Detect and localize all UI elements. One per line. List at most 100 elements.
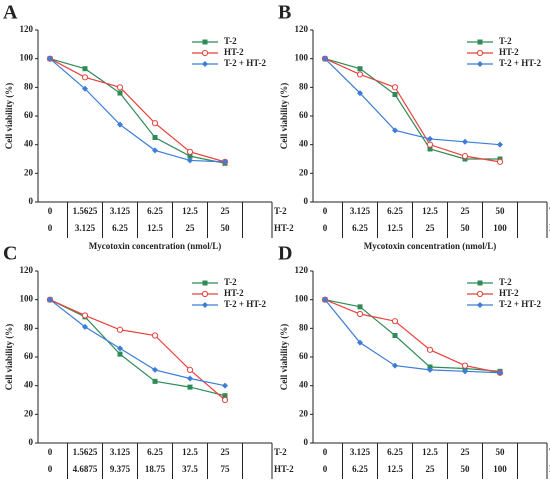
x-tick-label: 6.25 [352,464,368,474]
y-tick-label: 60 [299,110,309,120]
x-tick-label: 12.5 [387,223,403,233]
point [497,369,503,376]
legend-marker [202,61,208,67]
point [186,148,194,155]
point [427,146,433,152]
point [356,310,364,318]
legend-label: HT-2 [224,47,244,57]
point [391,318,399,325]
x-tick-label: 100 [493,223,507,233]
x-tick-label: 12.5 [422,206,438,216]
legend-label: T-2 [499,36,512,46]
x-tick-label: 9.375 [110,464,131,474]
x-tick-label: 25 [221,447,231,457]
y-tick-label: 60 [24,351,34,361]
point [117,90,123,96]
point [81,312,89,319]
point [462,368,468,375]
y-tick-label: 120 [295,24,309,34]
point [222,158,228,165]
panel-label: B [278,2,291,24]
panel: C Cell viability (%) 0 20 40 60 80 100 120 0 1.562… [3,243,294,479]
series-line [324,299,501,374]
point [392,92,398,97]
point [151,332,159,339]
x-tick-label: 12.5 [182,206,198,216]
panel: A Cell viability (%) 0 20 40 60 80 100 120 0 1.562… [3,2,294,251]
y-axis-label: Cell viability (%) [4,83,14,150]
panel: B Cell viability (%) 0 20 40 60 80 100 120 0 3.125… [278,2,550,251]
point [117,121,123,128]
series-line [324,58,501,146]
point [357,66,363,72]
x-row-name: HT-2 [274,464,294,474]
point [82,85,88,92]
y-tick-label: 80 [24,81,34,91]
point [496,158,504,165]
legend-marker [202,280,208,286]
legend-label: T-2 [224,36,237,46]
series-line [324,58,500,160]
x-tick-label: 25 [221,206,231,216]
point [187,153,193,159]
y-tick-label: 120 [20,24,34,34]
y-tick-label: 20 [299,408,309,418]
x-tick-label: 37.5 [182,464,198,474]
y-tick-label: 100 [295,294,309,304]
x-tick-label: 3.125 [350,447,371,457]
point [116,84,124,91]
y-tick-label: 20 [24,167,34,177]
x-tick-label: 50 [496,206,506,216]
point [497,141,503,148]
legend-label: HT-2 [224,288,244,298]
x-tick-label: 25 [461,447,471,457]
point [187,157,193,164]
x-tick-label: 3.125 [110,206,131,216]
legend-label: T-2 + HT-2 [499,58,541,68]
x-row-name: T-2 [274,206,287,216]
point [116,326,124,333]
y-tick-label: 120 [20,265,34,275]
x-tick-label: 6.25 [387,206,403,216]
point [187,375,193,382]
point [357,90,363,97]
y-axis-label: Cell viability (%) [279,83,289,150]
y-tick-label: 60 [299,351,309,361]
series-line [324,58,501,163]
series-line [49,58,226,163]
point [151,120,159,127]
x-tick-label: 18.75 [145,464,166,474]
series-line [324,299,501,372]
x-tick-label: 12.5 [182,447,198,457]
series-line [49,299,226,387]
x-tick-label: 0 [323,447,328,457]
x-tick-label: 0 [48,447,53,457]
legend-label: T-2 [499,277,512,287]
panel: D Cell viability (%) 0 20 40 60 80 100 120 0 3.125… [278,243,550,479]
point [426,346,434,353]
series-line [49,299,226,397]
point [152,147,158,154]
legend-marker [476,49,484,57]
point [461,362,469,369]
legend-marker [477,61,483,67]
x-tick-label: 25 [426,223,436,233]
y-tick-label: 100 [20,294,34,304]
panel-label: C [3,243,17,265]
x-tick-label: 0 [323,223,328,233]
legend-marker [202,39,208,45]
point [152,378,158,384]
x-row-name: T-2 [274,447,287,457]
legend-label: HT-2 [499,288,519,298]
legend-marker [477,302,483,308]
point [81,74,89,81]
x-axis-label: Mycotoxin concentration (nmol/L) [89,241,221,251]
point [461,153,469,160]
y-tick-label: 40 [299,380,309,390]
point [222,382,228,389]
point [186,366,194,373]
x-tick-label: 0 [48,206,53,216]
x-tick-label: 6.25 [112,223,128,233]
x-tick-label: 3.125 [75,223,96,233]
